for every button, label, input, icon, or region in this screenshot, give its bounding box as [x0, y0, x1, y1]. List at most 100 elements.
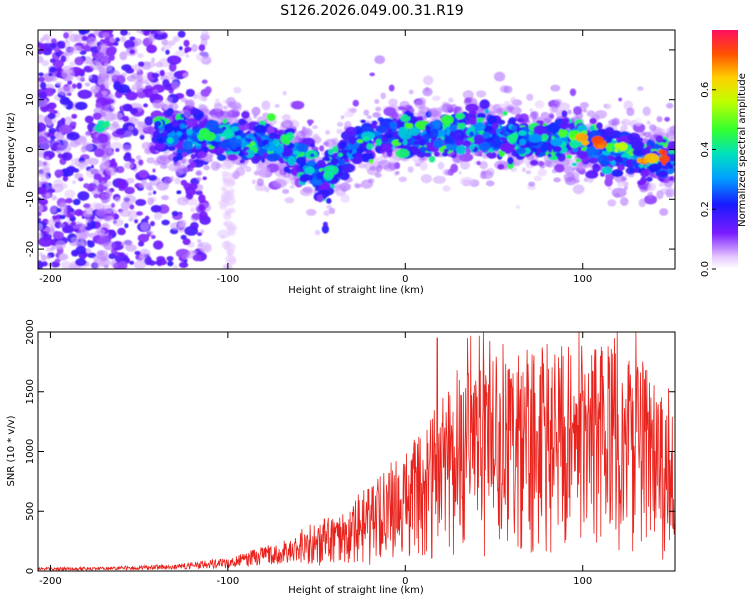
heatmap-cell	[71, 113, 78, 119]
heatmap-cell	[52, 215, 58, 220]
heatmap-cell	[223, 222, 229, 226]
heatmap-cell	[46, 40, 50, 44]
heatmap-cell	[478, 142, 491, 152]
heatmap-cell	[357, 162, 367, 169]
heatmap-cell	[306, 119, 314, 124]
heatmap-cell	[463, 140, 471, 146]
heatmap-cell	[388, 84, 395, 92]
heatmap-cell	[138, 159, 144, 166]
heatmap-cell	[99, 41, 105, 46]
heatmap-cell	[344, 110, 354, 118]
heatmap-cell	[204, 86, 212, 94]
heatmap-cell	[428, 109, 439, 117]
heatmap-cell	[177, 165, 189, 175]
heatmap-cell	[236, 135, 241, 140]
heatmap-cell	[174, 49, 186, 57]
heatmap-cell	[87, 263, 92, 267]
heatmap-cell	[352, 99, 359, 107]
snr-panel: -200 -100 0 100 0 500 1000 1500 2000 Height of …	[6, 319, 676, 596]
heatmap-cell	[646, 120, 651, 125]
heatmap-cell	[442, 185, 451, 192]
heatmap-cell	[253, 124, 267, 134]
heatmap-cell	[274, 104, 280, 108]
heatmap-cell	[578, 150, 588, 159]
heatmap-cell	[655, 135, 664, 144]
heatmap-cell	[147, 197, 154, 206]
heatmap-cell	[575, 158, 582, 163]
heatmap-cell	[135, 84, 145, 92]
heatmap-cell	[376, 165, 383, 173]
heatmap-cell	[296, 156, 307, 165]
heatmap-cell	[400, 114, 411, 122]
heatmap-cell	[107, 229, 116, 236]
heatmap-cell	[174, 177, 181, 185]
heatmap-cell	[196, 51, 210, 62]
heatmap-cell	[572, 184, 585, 195]
heatmap-cell	[225, 211, 230, 217]
heatmap-cell	[105, 47, 116, 57]
heatmap-cell	[509, 106, 522, 115]
heatmap-cell	[432, 95, 441, 101]
heatmap-cell	[618, 97, 623, 102]
heatmap-cell	[38, 198, 49, 206]
heatmap-cell	[113, 80, 122, 90]
heatmap-cell	[409, 145, 418, 152]
heatmap-cell	[38, 232, 44, 239]
heatmap-cell	[586, 110, 596, 117]
heatmap-cell	[557, 102, 570, 111]
heatmap-x-ticks: -200 -100 0 100	[39, 30, 592, 285]
heatmap-cell	[620, 125, 628, 131]
heatmap-cell	[555, 152, 562, 158]
heatmap-cell	[646, 176, 653, 182]
heatmap-cell	[419, 161, 428, 171]
heatmap-cell	[155, 154, 172, 165]
heatmap-cell	[49, 247, 55, 252]
heatmap-cell	[661, 149, 668, 157]
x-tick-label: -100	[217, 274, 240, 285]
heatmap-cell	[48, 72, 53, 77]
heatmap-cell	[245, 166, 252, 173]
y-tick-label: 0	[25, 568, 36, 574]
heatmap-cell	[182, 238, 191, 246]
heatmap-cell	[147, 126, 155, 135]
heatmap-cell	[587, 162, 593, 167]
heatmap-cell	[423, 75, 434, 86]
heatmap-cell	[209, 154, 214, 158]
heatmap-cell	[64, 50, 74, 56]
heatmap-cell	[83, 183, 90, 189]
heatmap-cell	[126, 177, 135, 184]
heatmap-cell	[336, 128, 344, 135]
heatmap-cell	[554, 98, 562, 105]
heatmap-cell	[44, 87, 55, 97]
heatmap-cell	[669, 125, 675, 134]
heatmap-y-ticks: -20 -10 0 10 20	[25, 44, 675, 257]
heatmap-cell	[72, 251, 78, 256]
heatmap-cell	[59, 214, 66, 220]
heatmap-cell	[418, 138, 427, 147]
heatmap-cell	[176, 131, 183, 137]
heatmap-cell	[620, 120, 626, 125]
heatmap-cell	[38, 114, 45, 124]
heatmap-cell	[280, 147, 293, 157]
heatmap-cell	[135, 199, 147, 206]
x-tick-label: -200	[39, 274, 62, 285]
heatmap-cell	[459, 176, 474, 186]
heatmap-cell	[477, 117, 485, 123]
heatmap-cell	[571, 162, 577, 167]
heatmap-cell	[75, 245, 87, 255]
heatmap-cell	[540, 143, 549, 153]
heatmap-cell	[529, 111, 537, 120]
heatmap-cell	[222, 100, 227, 104]
heatmap-cell	[369, 165, 376, 171]
heatmap-cell	[150, 221, 155, 227]
heatmap-cell	[485, 180, 495, 187]
heatmap-cell	[322, 221, 328, 227]
y-tick-label: -20	[25, 241, 36, 257]
heatmap-cell	[57, 153, 63, 159]
heatmap-cell	[137, 92, 146, 99]
heatmap-cell	[136, 123, 144, 132]
heatmap-cell	[369, 72, 376, 77]
heatmap-cell	[103, 264, 109, 269]
heatmap-cell	[282, 189, 290, 194]
heatmap-cell	[314, 229, 321, 236]
